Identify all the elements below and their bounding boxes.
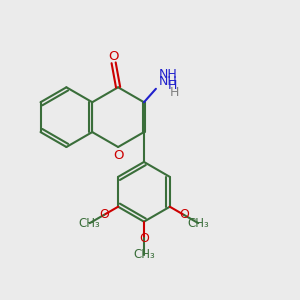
- Text: CH₃: CH₃: [133, 248, 155, 261]
- Text: O: O: [179, 208, 189, 221]
- Text: O: O: [139, 232, 149, 244]
- Text: CH₃: CH₃: [79, 217, 100, 230]
- Text: CH₃: CH₃: [188, 217, 209, 230]
- Text: O: O: [99, 208, 109, 221]
- Text: H: H: [168, 79, 178, 92]
- Text: NH: NH: [159, 75, 178, 88]
- Text: H: H: [169, 86, 179, 99]
- Text: O: O: [108, 50, 119, 63]
- Text: O: O: [113, 149, 123, 162]
- Text: NH: NH: [159, 68, 178, 81]
